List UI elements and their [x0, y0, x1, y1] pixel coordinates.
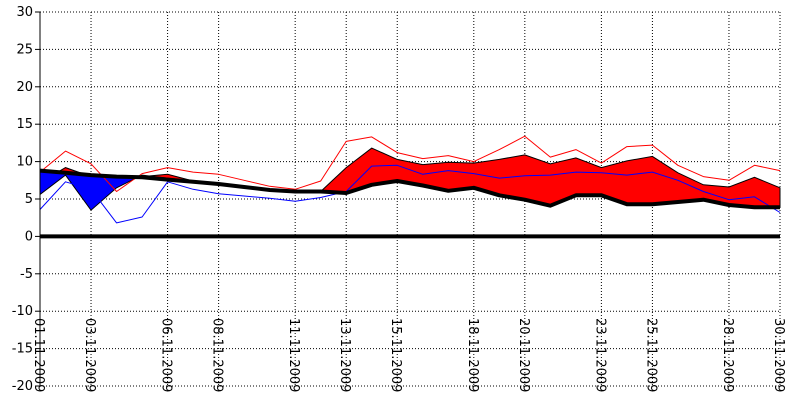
y-tick-label: -10 [12, 304, 33, 319]
x-tick-label: 01.11.2009 [31, 318, 46, 392]
x-tick-label: 28.11.2009 [720, 318, 735, 392]
x-tick-label: 23.11.2009 [592, 318, 607, 392]
base-line [39, 168, 780, 210]
x-tick-label: 08.11.2009 [210, 318, 225, 392]
y-tick-label: 5 [25, 192, 33, 207]
x-tick-label: 06.11.2009 [159, 318, 174, 392]
y-tick-label: 0 [25, 229, 33, 244]
y-tick-label: 15 [16, 117, 33, 132]
y-tick-label: 20 [16, 80, 33, 95]
y-tick-label: 25 [16, 42, 33, 57]
x-tick-label: 20.11.2009 [516, 318, 531, 392]
y-tick-label: -15 [12, 342, 33, 357]
x-tick-label: 03.11.2009 [82, 318, 97, 392]
x-tick-label: 11.11.2009 [286, 318, 301, 392]
x-tick-label: 30.11.2009 [771, 318, 786, 392]
x-tick-label: 15.11.2009 [388, 318, 403, 392]
y-tick-label: -5 [20, 267, 33, 282]
x-tick-label: 25.11.2009 [643, 318, 658, 392]
blue-lower-line [39, 164, 781, 224]
x-tick-label: 18.11.2009 [465, 318, 480, 392]
y-tick-label: 30 [16, 5, 33, 20]
y-tick-label: -20 [12, 379, 33, 394]
x-tick-label: 13.11.2009 [337, 318, 352, 392]
red-upper-line [39, 135, 781, 192]
axes [35, 11, 41, 387]
series-lines [39, 135, 781, 239]
y-tick-label: 10 [16, 155, 33, 170]
